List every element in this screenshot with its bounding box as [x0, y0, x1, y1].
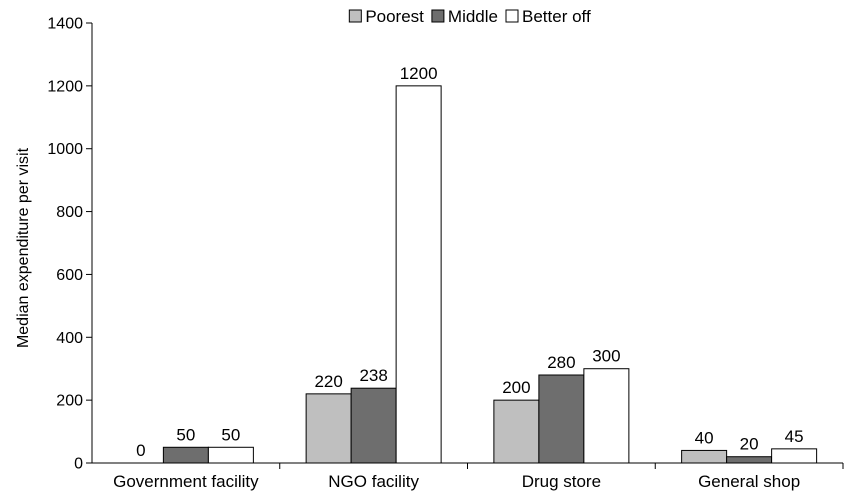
data-label-3-2: 45: [785, 427, 804, 446]
bar-1-1: [350, 387, 397, 464]
bar-0-2: [207, 446, 254, 464]
y-tick-label-1000: 1000: [47, 141, 83, 158]
data-label-2-2: 300: [592, 347, 620, 366]
x-category-label-2: Drug store: [522, 472, 601, 491]
legend: Poorest Middle Better off: [348, 7, 591, 26]
y-tick-label-1400: 1400: [47, 16, 83, 33]
x-axis-categories: Government facility NGO facility Drug stor…: [113, 463, 844, 491]
bar-2-2: [583, 368, 630, 464]
legend-swatch-2: [505, 9, 519, 23]
y-tick-label-200: 200: [56, 393, 83, 410]
x-category-label-0: Government facility: [113, 472, 259, 491]
bar-2-1: [538, 374, 585, 464]
y-tick-label-1200: 1200: [47, 78, 83, 95]
bar-3-0: [681, 449, 728, 464]
data-label-3-1: 20: [740, 435, 759, 454]
data-label-2-0: 200: [502, 378, 530, 397]
y-axis-label: Median expenditure per visit: [15, 147, 32, 348]
data-label-1-1: 238: [359, 366, 387, 385]
data-labels: 0 50 50 220 238 1200 200 280 300 40 20 45: [136, 64, 803, 460]
data-label-2-1: 280: [547, 353, 575, 372]
data-label-1-2: 1200: [400, 64, 438, 83]
legend-swatch-0: [348, 9, 362, 23]
bars: [162, 85, 818, 464]
data-label-0-2: 50: [221, 425, 240, 444]
legend-swatch-1: [431, 9, 445, 23]
bar-2-0: [493, 399, 540, 464]
bar-3-1: [726, 456, 773, 464]
data-label-3-0: 40: [695, 428, 714, 447]
bar-0-1: [162, 446, 209, 464]
data-label-1-0: 220: [314, 372, 342, 391]
y-tick-label-0: 0: [74, 456, 83, 473]
bar-3-2: [771, 448, 818, 464]
legend-label-1: Middle: [448, 7, 498, 26]
y-tick-label-800: 800: [56, 204, 83, 221]
y-tick-label-400: 400: [56, 330, 83, 347]
data-label-0-1: 50: [176, 425, 195, 444]
data-label-0-0: 0: [136, 441, 145, 460]
bar-1-0: [305, 393, 352, 464]
y-axis-ticks: 0 200 400 600 800 1000 1200 1400: [47, 16, 92, 473]
bar-1-2: [395, 85, 442, 464]
y-tick-label-600: 600: [56, 267, 83, 284]
x-category-label-1: NGO facility: [328, 472, 419, 491]
legend-label-2: Better off: [522, 7, 591, 26]
x-category-label-3: General shop: [698, 472, 800, 491]
legend-label-0: Poorest: [365, 7, 424, 26]
